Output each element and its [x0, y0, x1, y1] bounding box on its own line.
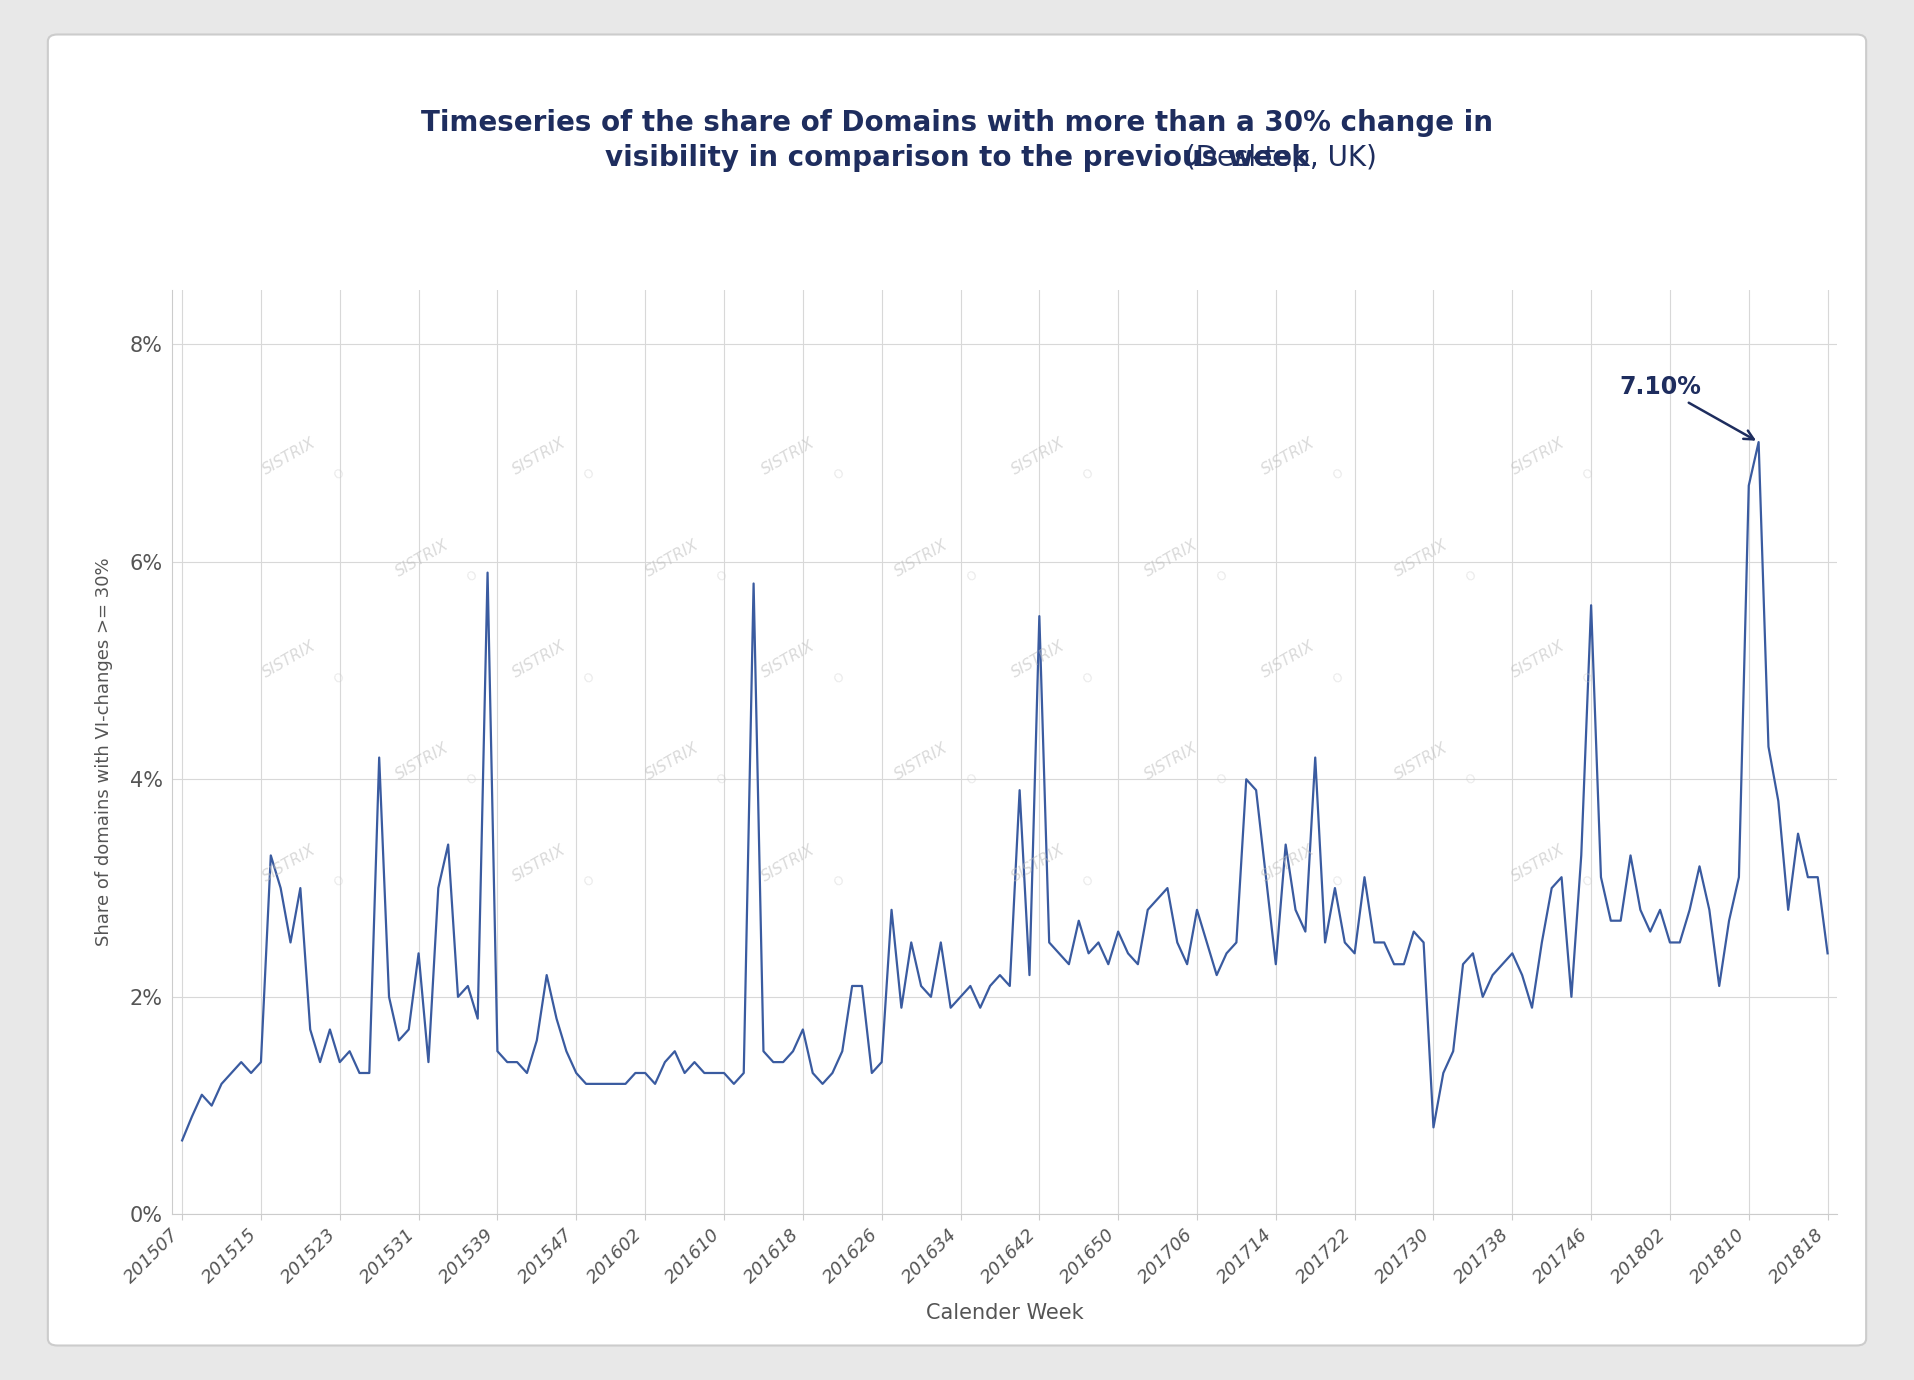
- Text: O: O: [714, 569, 729, 585]
- Text: SISTRIX: SISTRIX: [260, 639, 318, 680]
- Text: SISTRIX: SISTRIX: [760, 842, 817, 885]
- Text: O: O: [1213, 569, 1229, 585]
- Text: SISTRIX: SISTRIX: [509, 842, 568, 885]
- Text: 7.10%: 7.10%: [1619, 374, 1753, 439]
- Text: O: O: [582, 874, 595, 890]
- Text: O: O: [831, 466, 846, 483]
- Text: O: O: [331, 874, 346, 890]
- Text: O: O: [1581, 874, 1594, 890]
- Text: O: O: [1464, 771, 1480, 788]
- X-axis label: Calender Week: Calender Week: [926, 1303, 1083, 1323]
- Text: SISTRIX: SISTRIX: [1391, 537, 1451, 580]
- Text: SISTRIX: SISTRIX: [892, 740, 951, 782]
- Text: O: O: [1581, 466, 1594, 483]
- Text: O: O: [1330, 671, 1346, 686]
- Text: O: O: [1081, 671, 1095, 686]
- Text: SISTRIX: SISTRIX: [509, 639, 568, 680]
- Text: SISTRIX: SISTRIX: [1259, 435, 1317, 477]
- Text: SISTRIX: SISTRIX: [1009, 435, 1068, 477]
- Text: O: O: [1330, 874, 1346, 890]
- Text: SISTRIX: SISTRIX: [643, 740, 701, 782]
- Y-axis label: Share of domains with VI-changes >= 30%: Share of domains with VI-changes >= 30%: [96, 558, 113, 947]
- Text: O: O: [465, 569, 480, 585]
- Text: SISTRIX: SISTRIX: [1391, 740, 1451, 782]
- Text: O: O: [1464, 569, 1480, 585]
- Text: SISTRIX: SISTRIX: [1143, 740, 1200, 782]
- Text: O: O: [965, 569, 980, 585]
- Text: O: O: [831, 874, 846, 890]
- Text: SISTRIX: SISTRIX: [509, 435, 568, 477]
- Text: SISTRIX: SISTRIX: [1508, 842, 1568, 885]
- Text: O: O: [1330, 466, 1346, 483]
- Text: SISTRIX: SISTRIX: [1009, 639, 1068, 680]
- FancyBboxPatch shape: [48, 34, 1866, 1346]
- Text: O: O: [331, 671, 346, 686]
- Text: O: O: [1081, 466, 1095, 483]
- Text: SISTRIX: SISTRIX: [260, 842, 318, 885]
- Text: SISTRIX: SISTRIX: [1508, 435, 1568, 477]
- Text: SISTRIX: SISTRIX: [1259, 842, 1317, 885]
- Text: SISTRIX: SISTRIX: [1143, 537, 1200, 580]
- Text: SISTRIX: SISTRIX: [392, 537, 452, 580]
- Text: O: O: [331, 466, 346, 483]
- Text: O: O: [465, 771, 480, 788]
- Text: SISTRIX: SISTRIX: [392, 740, 452, 782]
- Text: SISTRIX: SISTRIX: [760, 639, 817, 680]
- Text: (Desktop, UK): (Desktop, UK): [538, 109, 1376, 172]
- Text: SISTRIX: SISTRIX: [643, 537, 701, 580]
- Text: SISTRIX: SISTRIX: [1009, 842, 1068, 885]
- Text: O: O: [1081, 874, 1095, 890]
- Text: O: O: [582, 671, 595, 686]
- Text: O: O: [965, 771, 980, 788]
- Text: O: O: [1213, 771, 1229, 788]
- Text: O: O: [1581, 671, 1594, 686]
- Text: Timeseries of the share of Domains with more than a 30% change in
visibility in : Timeseries of the share of Domains with …: [421, 109, 1493, 172]
- Text: SISTRIX: SISTRIX: [1259, 639, 1317, 680]
- Text: O: O: [582, 466, 595, 483]
- Text: SISTRIX: SISTRIX: [760, 435, 817, 477]
- Text: SISTRIX: SISTRIX: [260, 435, 318, 477]
- Text: SISTRIX: SISTRIX: [1508, 639, 1568, 680]
- Text: O: O: [831, 671, 846, 686]
- Text: SISTRIX: SISTRIX: [892, 537, 951, 580]
- Text: O: O: [714, 771, 729, 788]
